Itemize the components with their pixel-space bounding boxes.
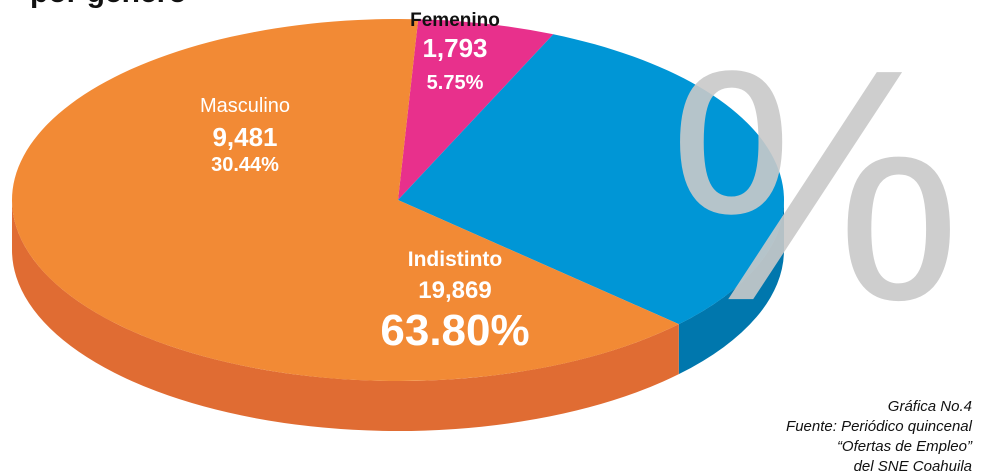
- pie-slice: [398, 19, 554, 201]
- slice-value-label: 1,793: [422, 33, 487, 63]
- chart-title: por género: [30, 0, 187, 9]
- slice-value-label: 9,481: [212, 122, 277, 152]
- watermark: %: [668, 0, 961, 369]
- slice-percentage-label: 63.80%: [380, 306, 529, 355]
- pie-side: [12, 200, 679, 432]
- slice-percentage-label: 30.44%: [211, 154, 279, 176]
- slice-value-label: 19,869: [418, 277, 491, 304]
- slice-category: Femenino: [410, 10, 500, 31]
- slice-percentage-label: 5.75%: [427, 72, 484, 94]
- source-note: del SNE Coahuila: [854, 458, 972, 475]
- source-note: “Ofertas de Empleo”: [837, 438, 973, 455]
- slice-category: Indistinto: [408, 248, 502, 271]
- source-note: Gráfica No.4: [888, 398, 972, 415]
- pie-side: [678, 200, 784, 375]
- source-note: Fuente: Periódico quincenal: [786, 418, 973, 435]
- pie-slice: [11, 19, 679, 381]
- slice-category: Masculino: [200, 95, 290, 117]
- pie-slice: [398, 34, 784, 325]
